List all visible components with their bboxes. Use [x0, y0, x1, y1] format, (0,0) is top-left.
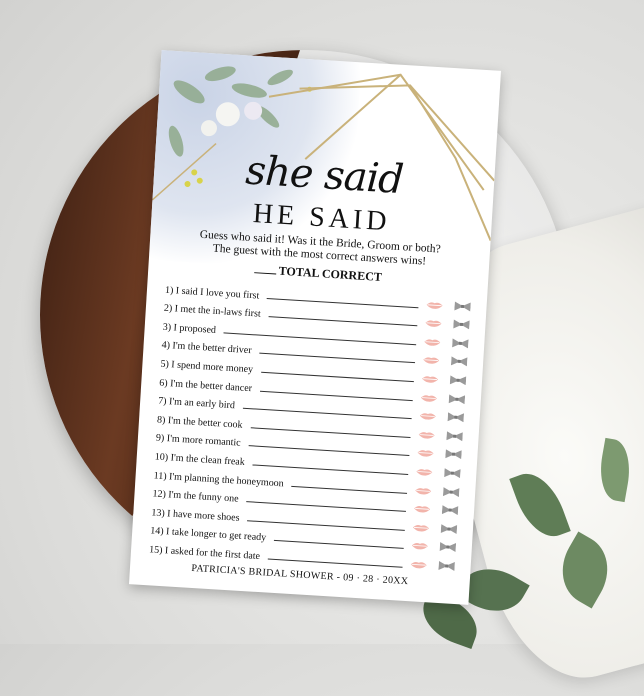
lips-icon[interactable] [415, 486, 432, 495]
bow-tie-icon[interactable] [446, 430, 463, 441]
question-row: 4) I'm the better driver [161, 332, 468, 369]
lips-icon[interactable] [416, 467, 433, 476]
lips-icon[interactable] [425, 319, 442, 328]
lips-icon[interactable] [420, 393, 437, 402]
bow-tie-icon[interactable] [452, 338, 469, 349]
bow-tie-icon[interactable] [440, 523, 458, 534]
bow-tie-icon[interactable] [445, 449, 462, 460]
score-blank [254, 272, 277, 275]
lips-icon[interactable] [423, 356, 440, 365]
lips-icon[interactable] [411, 542, 428, 551]
bow-tie-icon[interactable] [450, 356, 468, 367]
gold-geometric-frame [268, 73, 496, 241]
bow-tie-icon[interactable] [438, 560, 455, 571]
bow-tie-icon[interactable] [448, 393, 466, 404]
question-row: 10) I'm the clean freak [154, 444, 461, 481]
question-row: 15) I asked for the first date [149, 537, 456, 574]
question-row: 6) I'm the better dancer [159, 370, 466, 407]
lips-icon[interactable] [426, 300, 443, 309]
question-row: 14) I take longer to get ready [150, 518, 457, 555]
lips-icon[interactable] [412, 523, 429, 532]
bow-tie-icon[interactable] [449, 375, 467, 386]
question-row: 1) I said I love you first [165, 277, 472, 314]
question-row: 5) I spend more money [160, 351, 467, 388]
total-label: TOTAL CORRECT [278, 263, 383, 284]
bow-tie-icon[interactable] [441, 505, 459, 516]
question-row: 11) I'm planning the honeymoon [153, 462, 460, 499]
bow-tie-icon[interactable] [442, 486, 460, 497]
lips-icon[interactable] [414, 505, 431, 514]
question-row: 13) I have more shoes [151, 500, 458, 537]
question-text: 15) I asked for the first date [148, 544, 261, 562]
game-card: she said HE SAID Guess who said it! Was … [128, 50, 502, 605]
question-row: 7) I'm an early bird [158, 388, 465, 425]
lips-icon[interactable] [418, 430, 435, 439]
bow-tie-icon[interactable] [453, 319, 470, 330]
question-row: 2) I met the in-laws first [164, 295, 471, 332]
lips-icon[interactable] [424, 337, 441, 346]
question-row: 12) I'm the funny one [152, 481, 459, 518]
question-row: 9) I'm more romantic [156, 425, 463, 462]
question-row: 8) I'm the better cook [157, 407, 464, 444]
bow-tie-icon[interactable] [447, 412, 465, 423]
lips-icon[interactable] [422, 375, 439, 384]
bow-tie-icon[interactable] [454, 301, 471, 312]
bow-tie-icon[interactable] [444, 468, 461, 479]
question-list: 1) I said I love you first 2) I met the … [149, 277, 471, 574]
bow-tie-icon[interactable] [439, 542, 457, 553]
answer-line[interactable] [267, 558, 403, 568]
question-row: 3) I proposed [162, 314, 469, 351]
lips-icon[interactable] [419, 412, 436, 421]
lips-icon[interactable] [417, 449, 434, 458]
lips-icon[interactable] [410, 560, 427, 569]
